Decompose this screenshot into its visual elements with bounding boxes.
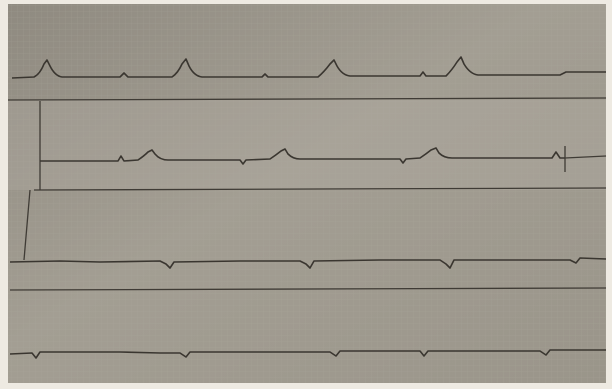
band-highlight xyxy=(8,100,606,190)
grid xyxy=(8,4,606,383)
page: (() => { JSON.parse(document.getElementB… xyxy=(0,0,612,389)
ecg-photo xyxy=(0,0,612,389)
